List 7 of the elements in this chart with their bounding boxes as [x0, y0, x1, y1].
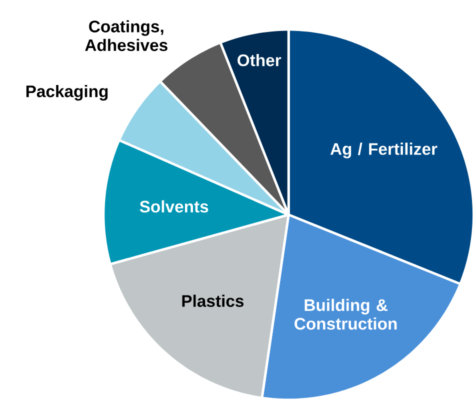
- slice-label: Plastics: [182, 294, 244, 307]
- slice-label: Building & Construction: [294, 298, 397, 330]
- slice-label: Solvents: [140, 200, 208, 213]
- slice-label: Coatings, Adhesives: [85, 20, 168, 52]
- slice-label: Other: [238, 54, 282, 66]
- slice-label: Packaging: [26, 84, 108, 101]
- slice-label: Ag / Fertilizer: [330, 142, 438, 158]
